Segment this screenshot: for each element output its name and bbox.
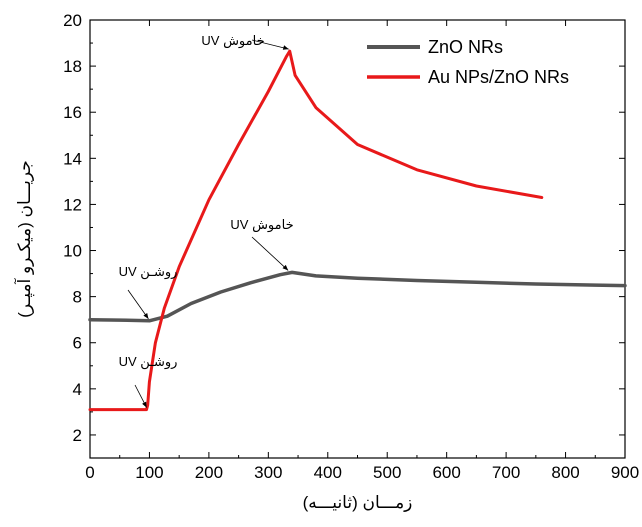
annotation-label: UV روشـن [119,354,178,370]
y-tick-label: 16 [63,103,82,122]
y-tick-label: 18 [63,57,82,76]
annotation-label: UV خاموش [201,33,264,49]
series-line-zno [88,270,627,323]
y-tick-label: 14 [63,149,82,168]
series-line-au-zno [88,49,544,412]
annotation-arrow [251,236,289,271]
x-tick-label: 700 [492,463,520,482]
annotation-arrowhead [282,45,289,50]
x-axis-title: زمـــان (ثانیـــه) [303,493,413,512]
x-tick-label: 0 [85,463,94,482]
legend-label: Au NPs/ZnO NRs [428,67,569,87]
y-tick-label: 4 [73,380,82,399]
annotation-arrow [251,39,289,50]
y-tick-label: 12 [63,195,82,214]
y-tick-label: 8 [73,288,82,307]
y-axis-title: جریـــان (میکـرو آمپـر) [13,160,35,318]
legend-label: ZnO NRs [428,37,503,57]
x-tick-label: 200 [195,463,223,482]
annotation-label: UV روشـن [119,264,178,280]
axis-titles: زمـــان (ثانیـــه) جریـــان (میکـرو آمپـ… [13,160,412,512]
x-tick-label: 600 [432,463,460,482]
x-tick-label: 500 [373,463,401,482]
x-tick-label: 900 [611,463,639,482]
annotation-arrowhead [282,264,289,271]
axes: 0 100 200 300 400 500 600 700 800 900 2 4 6 8 10 12 14 16… [63,11,639,482]
annotations: UV روشـن UV روشـن UV خاموش UV خاموش [119,33,294,408]
annotation-arrow [127,289,149,320]
x-tick-label: 800 [551,463,579,482]
y-tick-label: 6 [73,334,82,353]
annotation-arrowhead [142,401,147,408]
y-tick-label: 2 [73,426,82,445]
annotation-label: UV خاموش [230,217,293,233]
annotation-arrowhead [143,313,149,319]
x-tick-label: 400 [314,463,342,482]
x-tick-label: 300 [254,463,282,482]
y-tick-label: 20 [63,11,82,30]
series-group [88,49,627,412]
y-tick-label: 10 [63,242,82,261]
legend: ZnO NRs Au NPs/ZnO NRs [367,37,569,87]
x-tick-label: 100 [135,463,163,482]
